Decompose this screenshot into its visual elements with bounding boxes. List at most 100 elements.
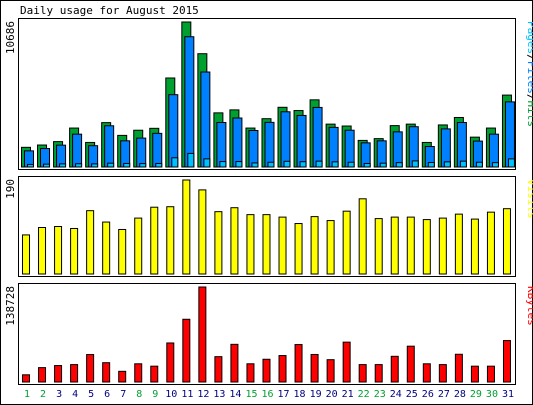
legend-item-hits-4: Hits (525, 101, 533, 128)
day-label-27: 27 (438, 389, 450, 400)
bar-visits-4 (70, 227, 79, 275)
bar-pages-4 (75, 163, 83, 168)
bar-kbytes-23 (374, 364, 383, 383)
bar-visits-7 (118, 228, 127, 275)
day-label-8: 8 (136, 389, 142, 400)
day-label-16: 16 (261, 389, 273, 400)
bar-visits-1 (22, 234, 30, 275)
bar-files-24 (392, 131, 403, 168)
bar-visits-31 (502, 208, 511, 275)
bar-files-28 (456, 121, 467, 168)
bar-kbytes-13 (214, 356, 223, 383)
bar-files-18 (296, 114, 307, 168)
bar-files-14 (232, 117, 243, 168)
bar-kbytes-28 (454, 353, 463, 383)
bar-kbytes-14 (230, 343, 239, 383)
day-label-2: 2 (40, 389, 46, 400)
bar-pages-11 (187, 152, 195, 168)
bar-kbytes-10 (166, 342, 175, 383)
bar-pages-21 (347, 161, 355, 168)
bar-visits-26 (422, 219, 431, 275)
bar-kbytes-26 (422, 363, 431, 383)
day-label-11: 11 (181, 389, 193, 400)
bar-pages-16 (267, 161, 275, 168)
bar-visits-27 (438, 217, 447, 275)
bar-kbytes-30 (486, 365, 495, 383)
bar-pages-25 (411, 160, 419, 168)
bar-visits-12 (198, 189, 207, 275)
day-label-31: 31 (502, 389, 514, 400)
bar-visits-18 (294, 223, 303, 275)
bar-files-21 (344, 129, 355, 168)
bar-visits-9 (150, 206, 159, 275)
bar-pages-31 (507, 158, 515, 168)
bar-visits-24 (390, 216, 399, 275)
bar-pages-3 (59, 163, 67, 168)
bar-pages-23 (379, 162, 387, 168)
day-label-6: 6 (104, 389, 110, 400)
bar-pages-2 (43, 163, 51, 168)
bar-visits-23 (374, 218, 383, 275)
bar-files-31 (504, 101, 515, 168)
legend-item-kbytes-0: KBytes (525, 286, 533, 326)
bar-kbytes-4 (70, 364, 79, 383)
panels-layer: 10686Pages/Files/Hits190Visits138728KByt… (4, 18, 533, 385)
bar-pages-8 (139, 163, 147, 168)
bar-files-16 (264, 121, 275, 168)
bar-pages-20 (331, 161, 339, 168)
day-label-13: 13 (213, 389, 225, 400)
bar-files-11 (184, 36, 195, 168)
bar-kbytes-3 (54, 365, 63, 383)
bar-pages-19 (315, 160, 323, 168)
bar-visits-11 (182, 179, 191, 275)
bar-files-8 (136, 137, 147, 168)
bar-files-27 (440, 128, 451, 168)
bar-kbytes-27 (438, 364, 447, 383)
ymax-label-visits: 190 (4, 179, 17, 199)
bar-files-13 (216, 121, 227, 168)
bar-files-6 (104, 125, 115, 168)
bar-visits-8 (134, 217, 143, 275)
legend-item-visits-0: Visits (525, 179, 533, 219)
bar-kbytes-31 (502, 340, 511, 383)
bar-files-12 (200, 71, 211, 168)
bar-files-20 (328, 126, 339, 168)
day-label-12: 12 (197, 389, 209, 400)
legend-item-hits-3: / (525, 94, 533, 101)
bar-visits-10 (166, 206, 175, 275)
day-label-19: 19 (310, 389, 322, 400)
bar-pages-14 (235, 161, 243, 168)
bar-visits-22 (358, 198, 367, 275)
bar-kbytes-16 (262, 358, 271, 383)
day-label-14: 14 (229, 389, 241, 400)
legend-item-hits-2: Files (525, 61, 533, 94)
day-label-9: 9 (152, 389, 158, 400)
bar-files-10 (168, 94, 179, 168)
day-label-28: 28 (454, 389, 466, 400)
day-label-4: 4 (72, 389, 78, 400)
bar-visits-5 (86, 210, 95, 275)
bar-visits-17 (278, 216, 287, 275)
bar-pages-22 (363, 162, 371, 168)
bar-kbytes-2 (38, 367, 47, 383)
bar-kbytes-22 (358, 364, 367, 383)
bar-visits-28 (454, 213, 463, 275)
bar-pages-18 (299, 161, 307, 168)
bar-visits-21 (342, 210, 351, 275)
day-label-3: 3 (56, 389, 62, 400)
day-label-30: 30 (486, 389, 498, 400)
legend-hits: Pages/Files/Hits (525, 21, 533, 127)
day-label-5: 5 (88, 389, 94, 400)
legend-kbytes: KBytes (525, 286, 533, 326)
bar-files-15 (248, 129, 259, 168)
bar-pages-27 (443, 161, 451, 168)
bar-kbytes-19 (310, 353, 319, 383)
legend-item-hits-1: / (525, 54, 533, 61)
day-label-18: 18 (294, 389, 306, 400)
day-label-25: 25 (406, 389, 418, 400)
bar-kbytes-15 (246, 363, 255, 383)
bar-kbytes-11 (182, 318, 191, 383)
bar-files-30 (488, 133, 499, 168)
day-label-1: 1 (24, 389, 30, 400)
